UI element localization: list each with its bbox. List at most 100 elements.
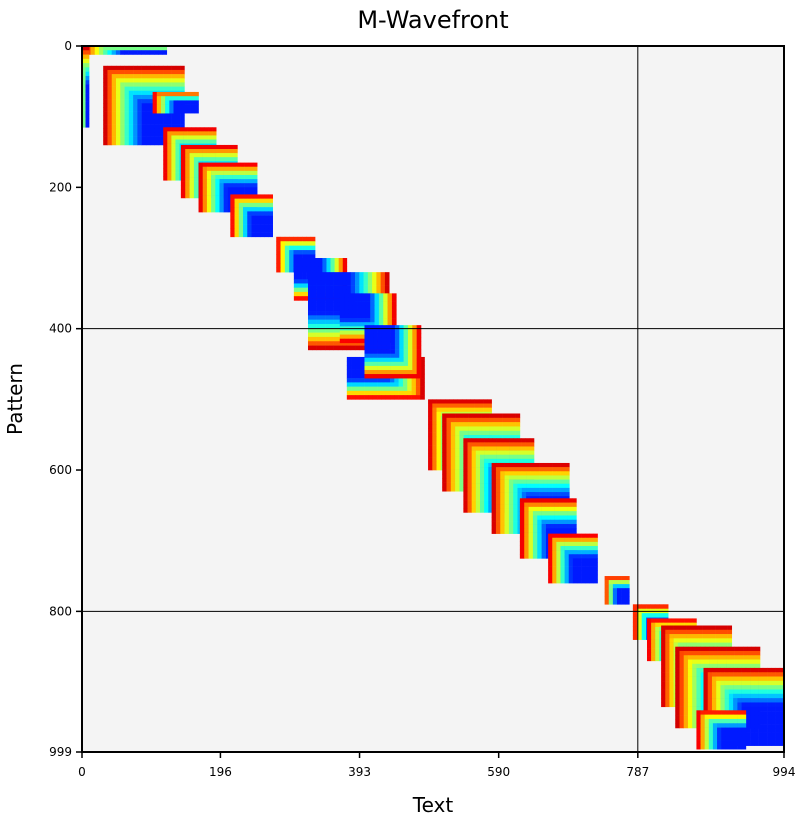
heatmap-cell: [716, 693, 721, 699]
heatmap-cell: [177, 96, 183, 101]
heatmap-cell: [280, 241, 286, 246]
heatmap-cell: [532, 511, 538, 516]
heatmap-cell: [150, 82, 155, 87]
heatmap-cell: [450, 430, 456, 436]
heatmap-cell: [775, 706, 781, 712]
heatmap-cell: [85, 54, 90, 60]
heatmap-cell: [276, 254, 281, 260]
heatmap-cell: [412, 365, 417, 371]
heatmap-cell: [737, 676, 742, 682]
heatmap-cell: [720, 702, 725, 708]
heatmap-cell: [320, 345, 326, 351]
heatmap-cell: [398, 382, 404, 387]
heatmap-cell: [484, 500, 489, 505]
heatmap-cell: [450, 460, 456, 466]
heatmap-cell: [771, 719, 776, 725]
heatmap-cell: [515, 422, 521, 427]
heatmap-cell: [107, 111, 113, 117]
heatmap-cell: [391, 293, 397, 298]
heatmap-cell: [348, 305, 354, 311]
heatmap-cell: [158, 140, 164, 146]
heatmap-cell: [82, 84, 86, 90]
heatmap-cell: [232, 191, 237, 196]
heatmap-cell: [727, 629, 733, 635]
heatmap-cell: [500, 458, 506, 464]
heatmap-cell: [449, 407, 454, 413]
heatmap-cell: [517, 442, 522, 447]
heatmap-cell: [625, 596, 630, 601]
heatmap-cell: [479, 479, 485, 484]
heatmap-cell: [206, 157, 212, 162]
heatmap-cell: [230, 215, 235, 221]
heatmap-cell: [684, 618, 689, 623]
heatmap-cell: [297, 258, 303, 263]
heatmap-cell: [500, 521, 505, 526]
heatmap-cell: [694, 625, 699, 631]
heatmap-cell: [308, 302, 313, 307]
heatmap-cell: [455, 456, 460, 462]
heatmap-cell: [432, 428, 437, 433]
heatmap-cell: [259, 219, 265, 225]
heatmap-cell: [726, 655, 731, 660]
heatmap-cell: [529, 454, 535, 460]
heatmap-cell: [496, 454, 502, 460]
heatmap-cell: [243, 211, 248, 216]
heatmap-cell: [333, 298, 339, 303]
heatmap-cell: [537, 532, 542, 538]
heatmap-cell: [537, 528, 542, 533]
heatmap-cell: [289, 254, 294, 260]
heatmap-cell: [675, 698, 680, 703]
heatmap-cell: [517, 475, 523, 480]
heatmap-cell: [762, 724, 768, 729]
heatmap-cell: [357, 322, 362, 327]
heatmap-cell: [412, 337, 417, 342]
heatmap-cell: [504, 438, 510, 443]
heatmap-cell: [758, 728, 764, 733]
heatmap-cell: [677, 634, 683, 639]
heatmap-cell: [675, 689, 680, 695]
heatmap-cell: [585, 566, 590, 572]
heatmap-cell: [137, 111, 142, 117]
heatmap-cell: [219, 191, 224, 196]
heatmap-cell: [686, 625, 691, 631]
heatmap-cell: [428, 399, 433, 404]
heatmap-cell: [252, 166, 258, 172]
heatmap-cell: [175, 115, 181, 121]
heatmap-cell: [211, 162, 216, 168]
heatmap-cell: [94, 46, 100, 51]
heatmap-cell: [171, 127, 176, 132]
heatmap-cell: [342, 272, 347, 277]
heatmap-cell: [524, 536, 529, 542]
heatmap-cell: [411, 390, 417, 396]
heatmap-cell: [484, 450, 489, 456]
heatmap-cell: [509, 442, 514, 447]
heatmap-cell: [721, 714, 726, 720]
heatmap-cell: [233, 149, 238, 154]
heatmap-cell: [556, 554, 561, 559]
heatmap-cell: [552, 554, 557, 559]
heatmap-cell: [381, 337, 387, 342]
heatmap-cell: [455, 443, 460, 449]
heatmap-cell: [377, 329, 383, 334]
heatmap-cell: [495, 512, 501, 518]
heatmap-cell: [377, 325, 383, 330]
heatmap-cell: [750, 676, 755, 682]
heatmap-cell: [167, 124, 172, 129]
heatmap-cell: [186, 108, 191, 114]
heatmap-cell: [524, 532, 529, 538]
heatmap-cell: [243, 232, 248, 238]
heatmap-cell: [504, 521, 510, 526]
heatmap-cell: [743, 655, 748, 660]
heatmap-cell: [621, 600, 626, 605]
heatmap-cell: [202, 166, 208, 172]
heatmap-cell: [726, 663, 731, 669]
heatmap-cell: [463, 471, 468, 476]
heatmap-cell: [654, 613, 660, 618]
heatmap-cell: [145, 107, 151, 112]
heatmap-cell: [381, 370, 387, 375]
heatmap-cell: [585, 578, 590, 584]
heatmap-cell: [415, 395, 421, 400]
heatmap-cell: [293, 266, 299, 272]
heatmap-cell: [741, 672, 747, 677]
